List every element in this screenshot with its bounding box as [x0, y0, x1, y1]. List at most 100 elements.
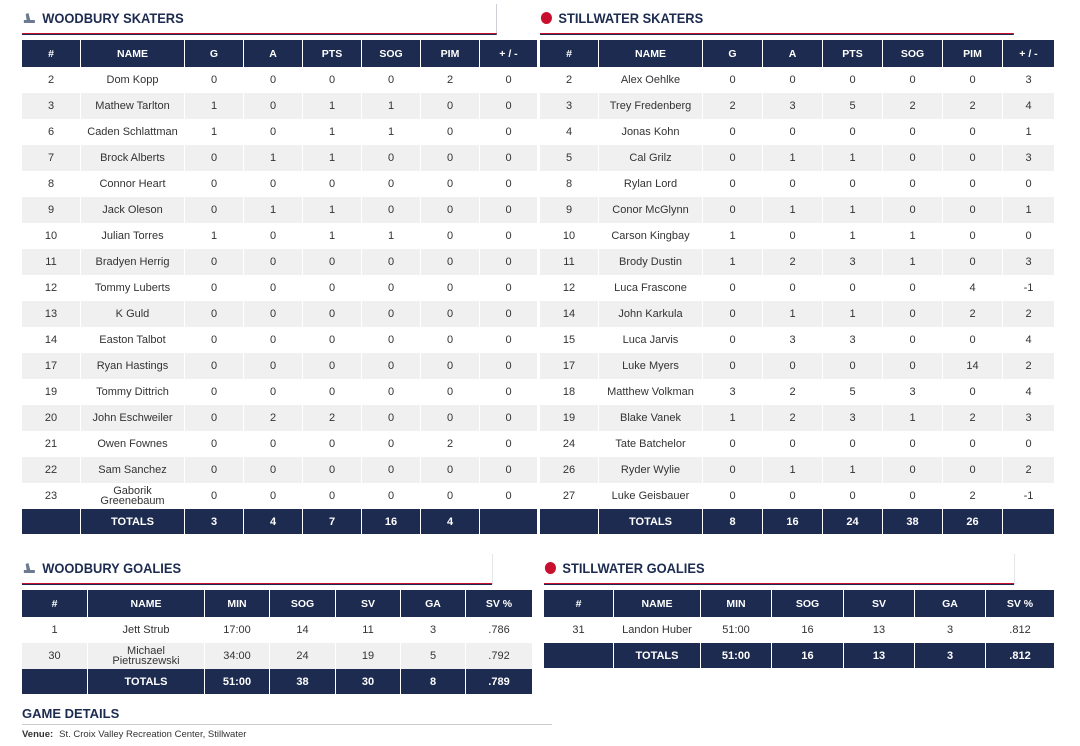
stat-cell: 21	[22, 431, 81, 457]
stat-cell: 0	[883, 119, 943, 145]
player-name: Ryan Hastings	[81, 353, 185, 379]
stat-cell: 0	[480, 275, 538, 301]
player-name: Luke Geisbauer	[599, 483, 703, 509]
stat-cell: 4	[943, 275, 1003, 301]
stat-cell: 26	[540, 457, 599, 483]
venue-text: St. Croix Valley Recreation Center, Stil…	[59, 729, 247, 740]
total-cell: 51:00	[701, 643, 772, 668]
empty-cell	[1003, 509, 1055, 534]
player-name: Luca Frascone	[599, 275, 703, 301]
stat-cell: 3	[823, 327, 883, 353]
stat-cell: 0	[303, 379, 362, 405]
stat-cell: 0	[480, 67, 538, 93]
player-name: Conor McGlynn	[599, 197, 703, 223]
stat-cell: 0	[943, 327, 1003, 353]
stat-cell: -1	[1003, 275, 1055, 301]
stat-cell: 0	[883, 431, 943, 457]
player-row: 22 Sam Sanchez 0 0 0 0 0 0	[22, 457, 538, 483]
stat-cell: 1	[703, 223, 763, 249]
stat-cell: 0	[823, 119, 883, 145]
stat-cell: 0	[303, 353, 362, 379]
column-header: NAME	[88, 590, 205, 617]
stat-cell: 0	[823, 171, 883, 197]
column-header: PTS	[823, 40, 883, 67]
stat-cell: 0	[883, 145, 943, 171]
player-name: Cal Grilz	[599, 145, 703, 171]
stat-cell: 0	[244, 67, 303, 93]
stat-cell: 0	[763, 483, 823, 509]
player-row: 30 Michael Pietruszewski 34:00 24 19 5.792	[22, 643, 533, 669]
stat-cell: 1	[823, 301, 883, 327]
player-row: 23 Gaborik Greenebaum 0 0 0 0 0 0	[22, 483, 538, 509]
total-cell: 16	[763, 509, 823, 534]
stat-cell: 2	[943, 405, 1003, 431]
stat-cell: 1	[883, 249, 943, 275]
player-name: Luke Myers	[599, 353, 703, 379]
player-row: 14 Easton Talbot 0 0 0 0 0 0	[22, 327, 538, 353]
header-row: # NAME G A PTS SOG PIM + / -	[22, 40, 538, 67]
column-header: SV	[844, 590, 915, 617]
stat-cell: 0	[703, 275, 763, 301]
section-title: STILLWATER GOALIES	[544, 553, 1015, 584]
totals-label: TOTALS	[88, 669, 205, 694]
stat-cell: 13	[844, 617, 915, 643]
player-name: Mathew Tarlton	[81, 93, 185, 119]
stat-cell: 0	[943, 457, 1003, 483]
stat-cell: 3	[763, 327, 823, 353]
player-name: Carson Kingbay	[599, 223, 703, 249]
title-text: WOODBURY SKATERS	[42, 10, 184, 26]
stat-cell: 24	[270, 643, 336, 669]
total-cell: 26	[943, 509, 1003, 534]
player-row: 5 Cal Grilz 0 1 1 0 0 3	[540, 145, 1055, 171]
stat-cell: 0	[362, 171, 421, 197]
player-name: Sam Sanchez	[81, 457, 185, 483]
column-header: NAME	[599, 40, 703, 67]
stat-cell: 4	[1003, 379, 1055, 405]
stat-cell: 0	[185, 379, 244, 405]
section-title: STILLWATER SKATERS	[540, 3, 1014, 34]
player-row: 21 Owen Fownes 0 0 0 0 2 0	[22, 431, 538, 457]
stat-cell: 0	[943, 223, 1003, 249]
title-text: STILLWATER SKATERS	[558, 10, 704, 26]
stat-cell: 0	[1003, 171, 1055, 197]
stat-cell: 0	[185, 405, 244, 431]
stat-cell: 0	[703, 483, 763, 509]
total-cell: 38	[883, 509, 943, 534]
stat-cell: 4	[540, 119, 599, 145]
column-header: SOG	[883, 40, 943, 67]
total-cell: 8	[401, 669, 466, 694]
stat-cell: 2	[303, 405, 362, 431]
total-cell: 16	[772, 643, 844, 668]
stat-cell: 0	[480, 483, 538, 509]
stat-cell: 0	[185, 145, 244, 171]
stat-cell: 0	[421, 457, 480, 483]
stat-cell: 0	[303, 431, 362, 457]
stat-cell: 0	[362, 483, 421, 509]
stat-cell: .792	[466, 643, 533, 669]
team-logo	[23, 563, 35, 573]
player-row: 8 Connor Heart 0 0 0 0 0 0	[22, 171, 538, 197]
column-header: G	[703, 40, 763, 67]
stat-cell: 0	[480, 431, 538, 457]
stat-cell: 0	[421, 379, 480, 405]
stat-cell: 1	[303, 223, 362, 249]
stat-cell: 11	[540, 249, 599, 275]
stat-cell: 0	[703, 327, 763, 353]
column-header: NAME	[81, 40, 185, 67]
stat-cell: 14	[943, 353, 1003, 379]
stat-cell: 0	[362, 145, 421, 171]
player-name: Gaborik Greenebaum	[81, 483, 185, 509]
stat-cell: 0	[480, 223, 538, 249]
stat-cell: 0	[185, 301, 244, 327]
stat-cell: 0	[943, 119, 1003, 145]
title-text: STILLWATER GOALIES	[562, 560, 705, 576]
stat-cell: 31	[544, 617, 614, 643]
stat-cell: 3	[915, 617, 986, 643]
stat-cell: 0	[362, 353, 421, 379]
column-header: NAME	[614, 590, 701, 617]
player-row: 15 Luca Jarvis 0 3 3 0 0 4	[540, 327, 1055, 353]
venue-label: Venue:	[22, 729, 54, 740]
stat-cell: 18	[540, 379, 599, 405]
stat-cell: 1	[703, 405, 763, 431]
stat-cell: 2	[763, 379, 823, 405]
